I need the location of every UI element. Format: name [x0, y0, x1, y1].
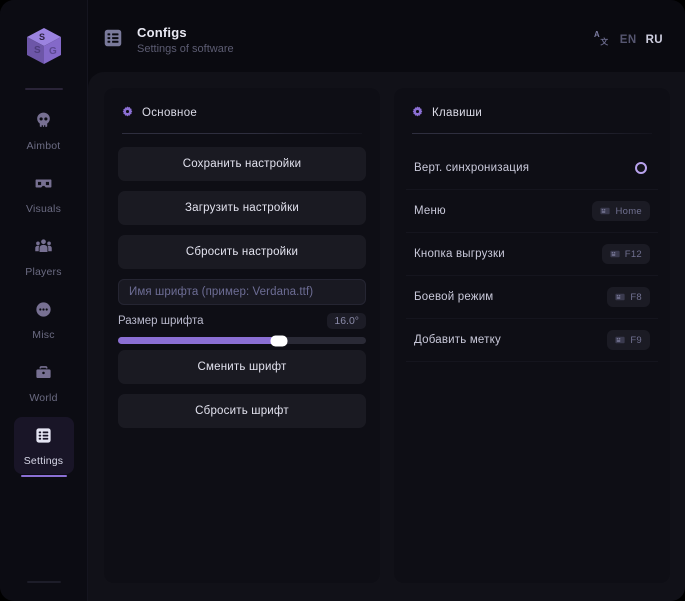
option-row-unload: Кнопка выгрузки F12 — [406, 233, 658, 276]
briefcase-icon — [34, 363, 53, 387]
dots-bubble-icon — [34, 300, 53, 324]
panel-keybinds-title: Клавиши — [432, 107, 483, 119]
page-subtitle: Settings of software — [137, 43, 234, 55]
svg-text:文: 文 — [600, 37, 608, 46]
keybind-add-marker[interactable]: F9 — [607, 330, 650, 350]
sidebar-item-label: World — [29, 392, 58, 404]
isometric-cube-sg-logo-icon: S G S — [26, 28, 61, 64]
language-switcher: A 文 EN RU — [594, 29, 663, 51]
font-size-label: Размер шрифта — [118, 315, 204, 327]
header: Configs Settings of software A 文 EN RU — [88, 0, 685, 80]
keybind-value: F9 — [630, 334, 642, 346]
keybind-combat-mode[interactable]: F8 — [607, 287, 650, 307]
keyboard-icon — [610, 250, 620, 258]
slider-knob[interactable] — [270, 335, 288, 346]
lang-button-ru[interactable]: RU — [645, 34, 663, 46]
option-row-vsync: Верт. синхронизация — [406, 147, 658, 190]
svg-text:A: A — [594, 30, 600, 39]
sidebar-item-world[interactable]: World — [14, 354, 74, 411]
save-settings-button[interactable]: Сохранить настройки — [118, 147, 366, 181]
panel-divider — [122, 133, 362, 134]
keyboard-icon — [600, 207, 611, 215]
list-card-icon — [34, 426, 53, 450]
option-label: Боевой режим — [414, 291, 494, 303]
font-size-slider-block: Размер шрифта 16.0° — [118, 313, 366, 346]
keyboard-icon — [615, 336, 625, 344]
gear-bullet-icon — [122, 104, 133, 122]
option-control: F9 — [607, 330, 650, 350]
keybind-value: F8 — [630, 291, 642, 303]
option-row-menu: Меню Home — [406, 190, 658, 233]
slider-fill — [118, 337, 280, 344]
goggles-icon — [34, 174, 53, 198]
toggle-knob — [635, 162, 647, 174]
sidebar-item-settings[interactable]: Settings — [13, 417, 74, 477]
font-size-slider[interactable] — [118, 335, 366, 346]
sidebar-item-label: Visuals — [25, 203, 62, 215]
sidebar-divider-top — [24, 88, 63, 90]
reset-font-button[interactable]: Сбросить шрифт — [118, 394, 366, 428]
change-font-button[interactable]: Сменить шрифт — [118, 350, 366, 384]
svg-text:S: S — [39, 32, 45, 42]
list-card-icon — [102, 27, 124, 54]
font-size-value: 16.0° — [327, 313, 366, 329]
translate-icon[interactable]: A 文 — [594, 29, 611, 51]
option-label: Меню — [414, 205, 446, 217]
sidebar-item-aimbot[interactable]: Aimbot — [14, 102, 74, 159]
svg-text:G: G — [49, 46, 57, 57]
option-label: Добавить метку — [414, 334, 501, 346]
option-label: Кнопка выгрузки — [414, 248, 505, 260]
sidebar-item-label: Settings — [23, 455, 64, 467]
gear-bullet-icon — [412, 104, 423, 122]
panel-general-title: Основное — [142, 107, 198, 119]
panel-keybinds-header: Клавиши — [406, 102, 658, 122]
sidebar-item-visuals[interactable]: Visuals — [14, 165, 74, 222]
header-left: Configs Settings of software — [102, 25, 234, 55]
option-control: F8 — [607, 287, 650, 307]
option-row-combat-mode: Боевой режим F8 — [406, 276, 658, 319]
font-name-input[interactable]: Имя шрифта (пример: Verdana.ttf) — [118, 279, 366, 305]
keyboard-icon — [615, 293, 625, 301]
keybind-value: Home — [615, 205, 642, 217]
option-row-add-marker: Добавить метку F9 — [406, 319, 658, 362]
sidebar-item-misc[interactable]: Misc — [14, 291, 74, 348]
page-title: Configs — [137, 25, 187, 40]
header-titles: Configs Settings of software — [137, 25, 234, 55]
keybind-menu[interactable]: Home — [592, 201, 650, 221]
option-control: F12 — [601, 244, 650, 264]
content-area: Основное Сохранить настройки Загрузить н… — [88, 72, 685, 601]
skull-icon — [34, 111, 53, 135]
option-control: Home — [592, 201, 650, 221]
font-size-label-row: Размер шрифта 16.0° — [118, 313, 366, 329]
sidebar-divider-bottom — [26, 581, 61, 583]
sidebar-item-label: Aimbot — [26, 140, 61, 152]
panel-keybinds: Клавиши Верт. синхронизация Меню — [394, 88, 670, 583]
panel-divider — [412, 133, 652, 134]
sidebar-item-players[interactable]: Players — [14, 228, 74, 285]
font-name-input-placeholder: Имя шрифта (пример: Verdana.ttf) — [129, 286, 314, 298]
load-settings-button[interactable]: Загрузить настройки — [118, 191, 366, 225]
panel-general-header: Основное — [116, 102, 368, 122]
svg-text:S: S — [34, 45, 41, 56]
sidebar: S G S Aimbot Visuals — [0, 0, 88, 601]
panel-general: Основное Сохранить настройки Загрузить н… — [104, 88, 380, 583]
sidebar-item-label: Players — [25, 266, 62, 278]
keybind-unload[interactable]: F12 — [601, 244, 650, 264]
app-logo: S G S — [16, 18, 72, 74]
sidebar-item-label: Misc — [32, 329, 55, 341]
keybind-value: F12 — [624, 248, 642, 260]
people-icon — [34, 237, 53, 261]
reset-settings-button[interactable]: Сбросить настройки — [118, 235, 366, 269]
lang-button-en[interactable]: EN — [619, 34, 637, 46]
option-label: Верт. синхронизация — [414, 162, 530, 174]
